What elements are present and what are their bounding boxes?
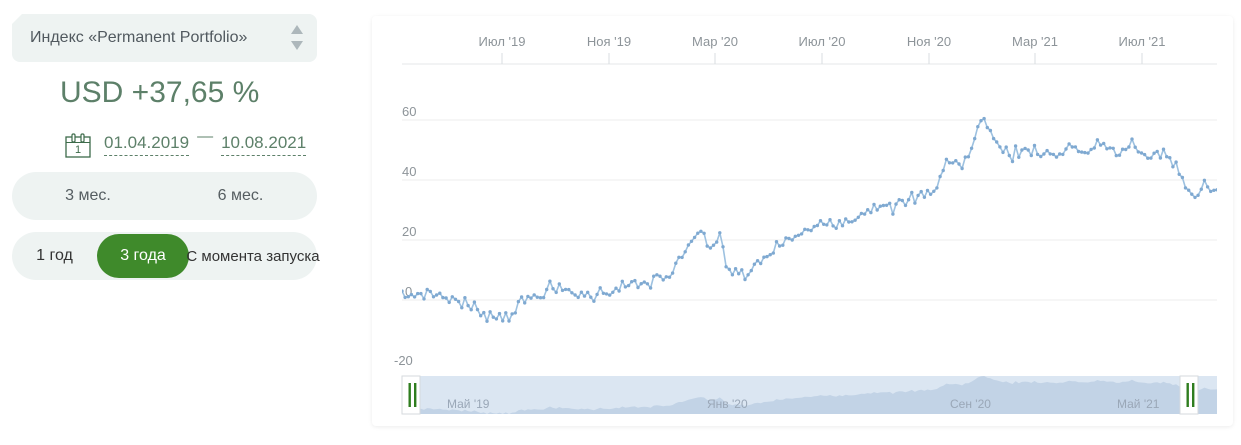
svg-text:Ноя '19: Ноя '19 <box>587 34 631 49</box>
svg-text:1: 1 <box>75 144 81 156</box>
svg-text:60: 60 <box>402 104 416 119</box>
svg-text:Мар '21: Мар '21 <box>1012 34 1058 49</box>
svg-text:Май '21: Май '21 <box>1117 397 1160 411</box>
svg-text:Сен '20: Сен '20 <box>950 397 991 411</box>
svg-text:Май '19: Май '19 <box>447 397 490 411</box>
svg-text:40: 40 <box>402 164 416 179</box>
svg-text:Июл '21: Июл '21 <box>1119 34 1166 49</box>
svg-text:Ноя '20: Ноя '20 <box>907 34 951 49</box>
svg-text:Мар '20: Мар '20 <box>692 34 738 49</box>
svg-text:-20: -20 <box>394 353 413 368</box>
svg-text:Июл '19: Июл '19 <box>479 34 526 49</box>
svg-text:20: 20 <box>402 224 416 239</box>
svg-text:Янв '20: Янв '20 <box>707 397 748 411</box>
svg-text:Июл '20: Июл '20 <box>799 34 846 49</box>
